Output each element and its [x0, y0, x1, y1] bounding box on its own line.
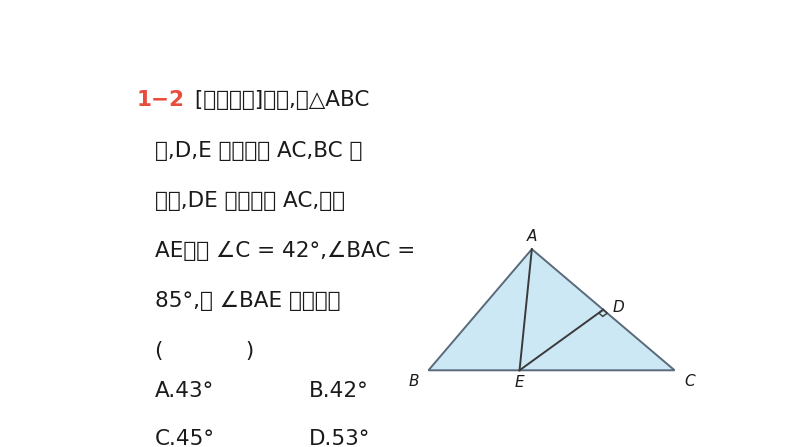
Text: D.53°: D.53° — [309, 429, 370, 447]
Text: B.42°: B.42° — [309, 381, 368, 401]
Text: (            ): ( ) — [155, 341, 254, 361]
Text: 85°,则 ∠BAE 的度数为: 85°,则 ∠BAE 的度数为 — [155, 291, 340, 311]
Text: 的点,DE 垂直平分 AC,连接: 的点,DE 垂直平分 AC,连接 — [155, 191, 345, 211]
Text: C.45°: C.45° — [155, 429, 214, 447]
Text: 中,D,E 分别是边 AC,BC 上: 中,D,E 分别是边 AC,BC 上 — [155, 141, 362, 161]
Text: B: B — [408, 374, 418, 389]
Polygon shape — [429, 249, 675, 370]
Text: AE。若 ∠C = 42°,∠BAC =: AE。若 ∠C = 42°,∠BAC = — [155, 241, 415, 261]
Text: C: C — [684, 374, 695, 389]
Text: D: D — [613, 300, 625, 316]
Text: E: E — [515, 375, 524, 391]
Text: 1−2: 1−2 — [137, 90, 184, 110]
Text: A: A — [526, 228, 537, 244]
Text: A.43°: A.43° — [155, 381, 214, 401]
Text: [太原期末]如图,在△ABC: [太原期末]如图,在△ABC — [188, 90, 370, 110]
